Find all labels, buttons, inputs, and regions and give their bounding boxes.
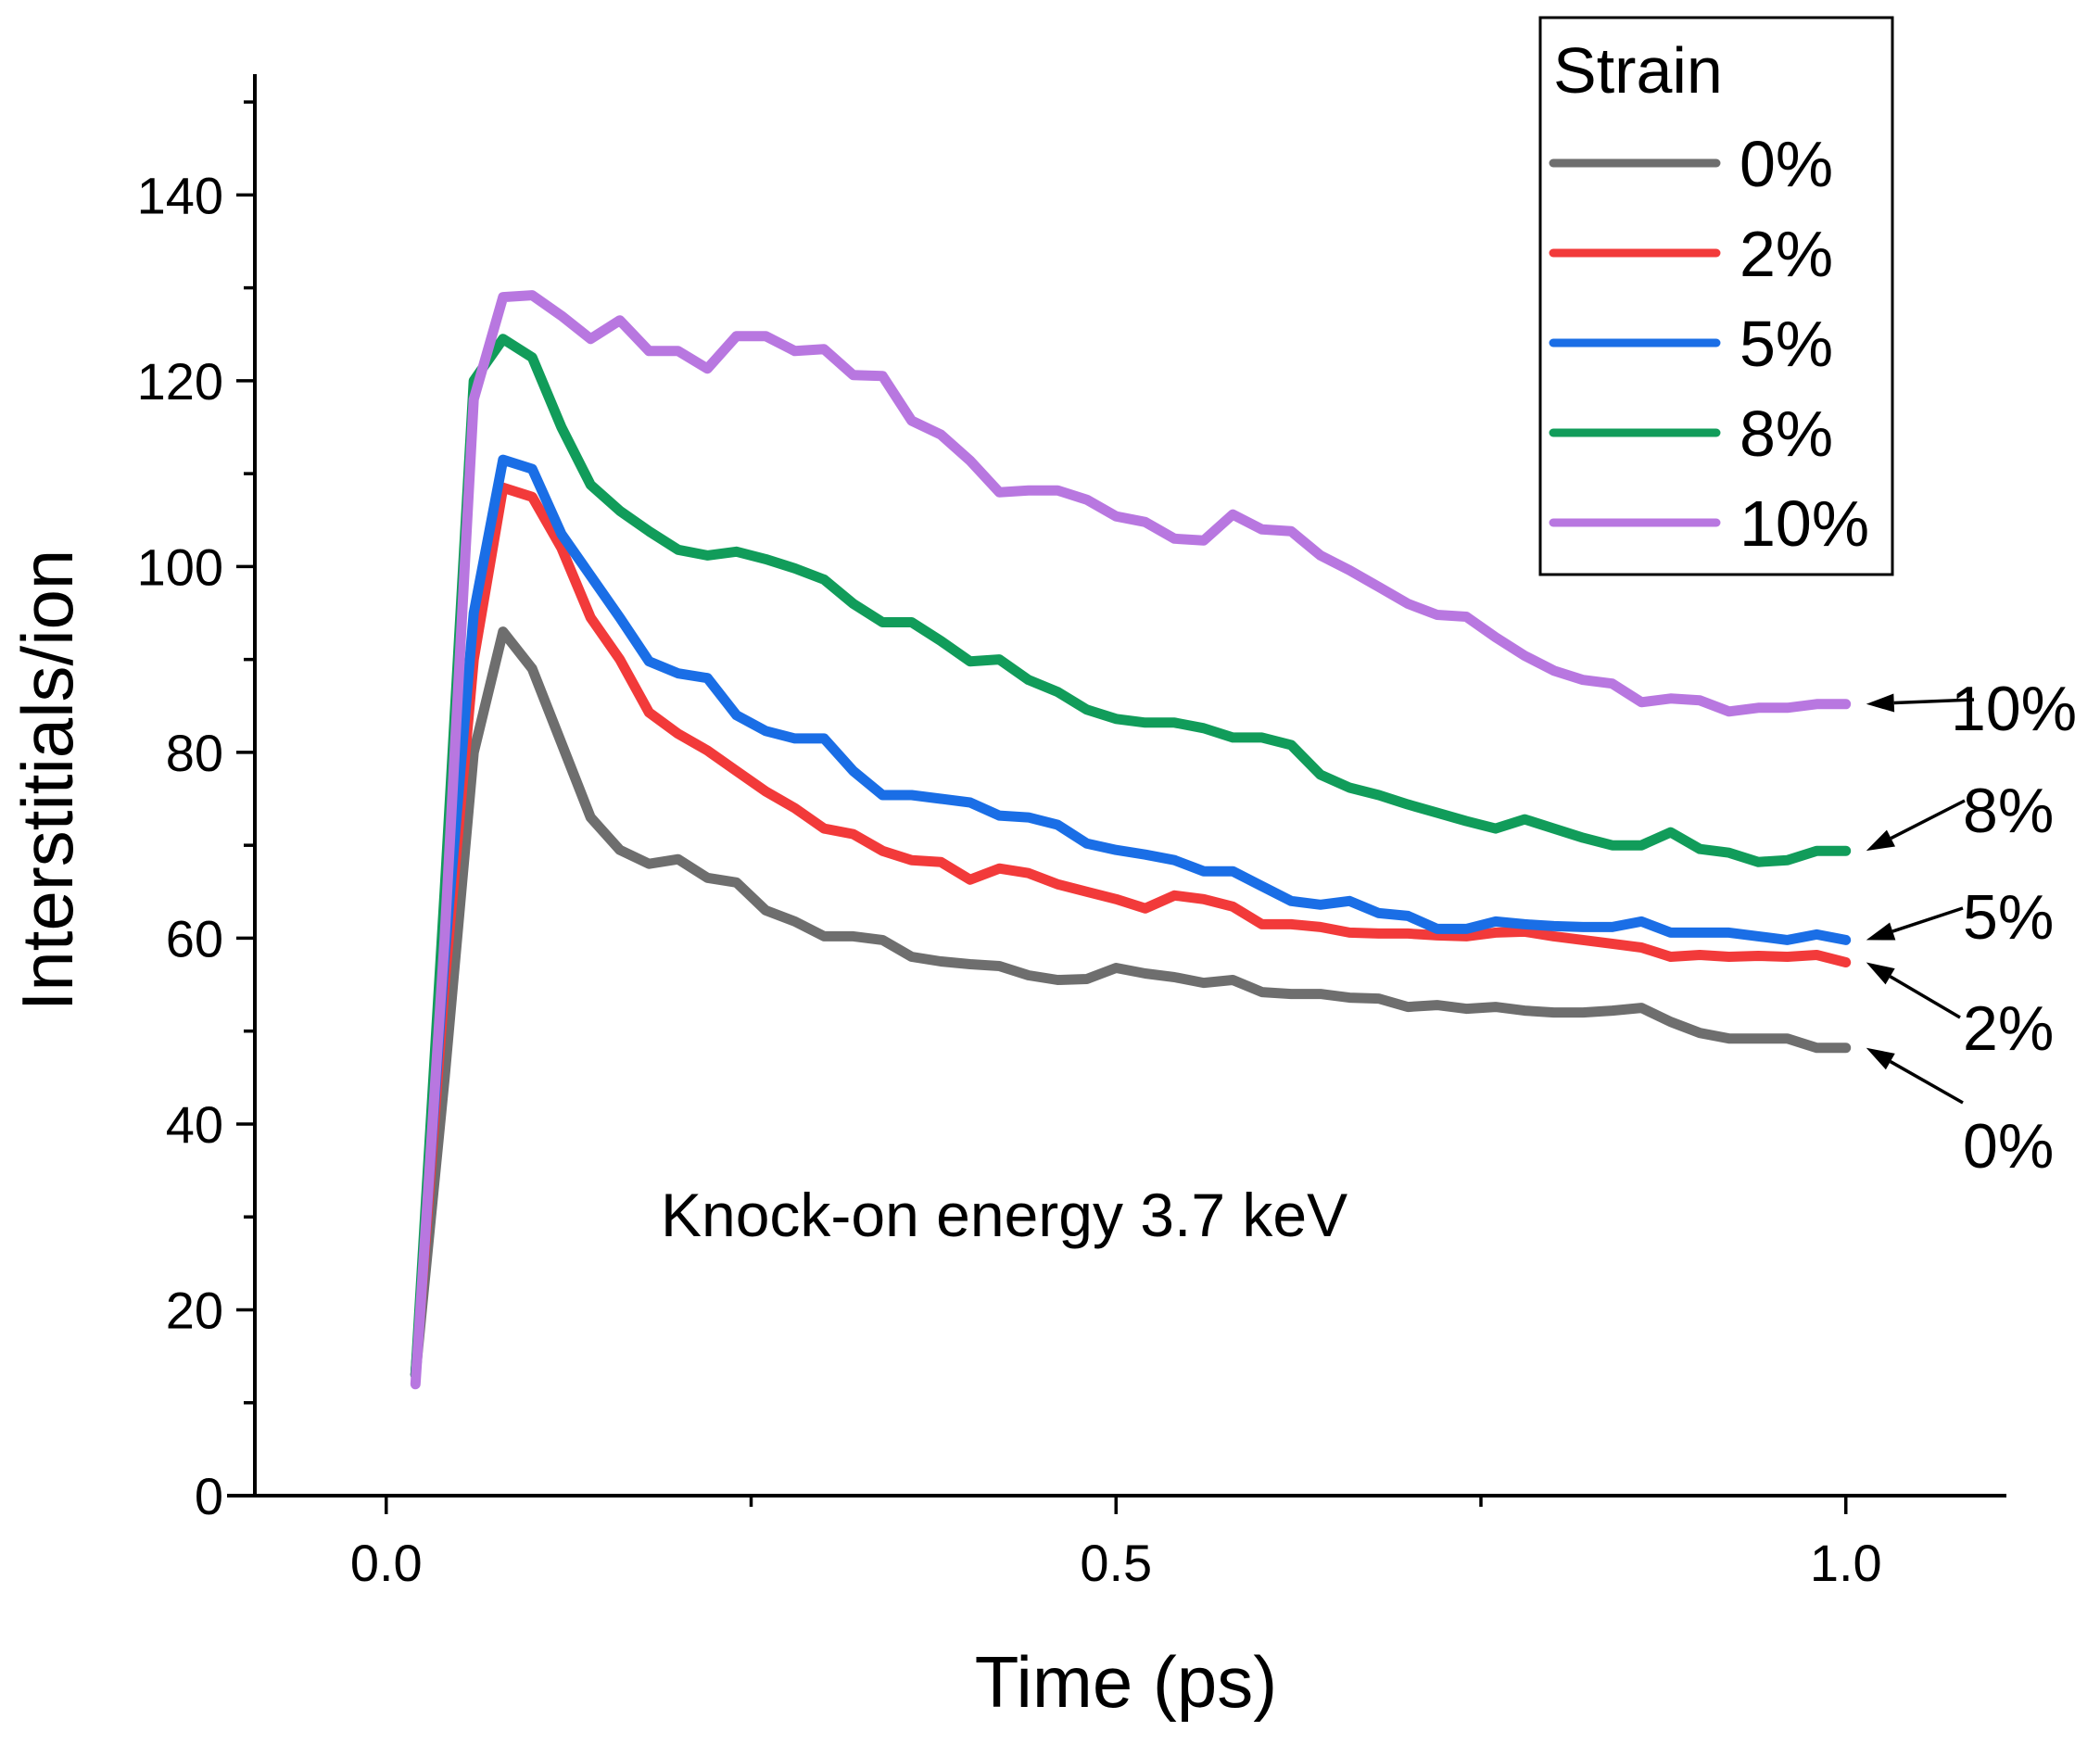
y-tick-label: 140: [137, 166, 223, 224]
end-arrow-shaft: [1889, 1060, 1964, 1105]
series-line-10pct: [410, 290, 1852, 1390]
x-tick-labels: 0.0 0.5 1.0: [350, 1534, 1882, 1592]
x-tick-label: 0.5: [1080, 1534, 1152, 1592]
y-tick-label: 0: [195, 1467, 223, 1525]
y-ticks: [236, 100, 255, 1498]
series-line-5pct: [410, 454, 1852, 1381]
series-line-8pct: [410, 334, 1852, 1381]
y-tick-label: 100: [137, 537, 223, 596]
x-axis-title: Time (ps): [975, 1641, 1277, 1723]
series-lines: [410, 290, 1852, 1390]
end-label-5pct: 5%: [1963, 882, 2054, 953]
y-tick-label: 120: [137, 352, 223, 411]
end-arrow-shaft: [1893, 698, 1975, 705]
legend-label-2pct: 2%: [1739, 218, 1833, 290]
legend-label-0pct: 0%: [1739, 128, 1833, 200]
end-arrow-shaft: [1890, 799, 1966, 840]
annotation-knock-on-energy: Knock-on energy 3.7 keV: [661, 1181, 1347, 1249]
end-labels: 0% 2% 5% 8% 10%: [1866, 674, 2077, 1182]
series-line-0pct: [410, 626, 1852, 1381]
end-arrow-head: [1866, 1047, 1895, 1070]
end-arrow-head: [1866, 693, 1895, 713]
legend: Strain 0% 2% 5% 8% 10%: [1538, 16, 1894, 576]
end-arrow-head: [1866, 922, 1896, 941]
y-tick-label: 20: [166, 1281, 223, 1339]
y-tick-label: 40: [166, 1095, 223, 1154]
end-label-10pct: 10%: [1951, 674, 2077, 744]
x-tick-label: 0.0: [350, 1534, 423, 1592]
x-ticks: [385, 1496, 1848, 1514]
end-arrow-shaft: [1891, 906, 1964, 933]
end-arrow-shaft: [1889, 975, 1961, 1019]
y-tick-label: 80: [166, 724, 223, 782]
legend-label-8pct: 8%: [1739, 398, 1833, 470]
end-arrow-head: [1866, 962, 1895, 985]
x-tick-label: 1.0: [1810, 1534, 1882, 1592]
y-axis-title: Interstitials/ion: [6, 550, 88, 1012]
legend-box: [1538, 16, 1894, 576]
legend-label-5pct: 5%: [1739, 308, 1833, 380]
legend-title: Strain: [1553, 34, 1723, 107]
series-line-2pct: [410, 482, 1852, 1381]
end-arrow-head: [1866, 829, 1896, 852]
end-label-8pct: 8%: [1963, 776, 2054, 846]
legend-label-10pct: 10%: [1739, 487, 1869, 560]
end-label-2pct: 2%: [1963, 993, 2054, 1064]
end-label-0pct: 0%: [1963, 1111, 2054, 1182]
y-tick-labels: 0 20 40 60 80 100 120 140: [137, 166, 223, 1525]
y-tick-label: 60: [166, 909, 223, 967]
legend-entries: 0% 2% 5% 8% 10%: [1549, 128, 1869, 560]
